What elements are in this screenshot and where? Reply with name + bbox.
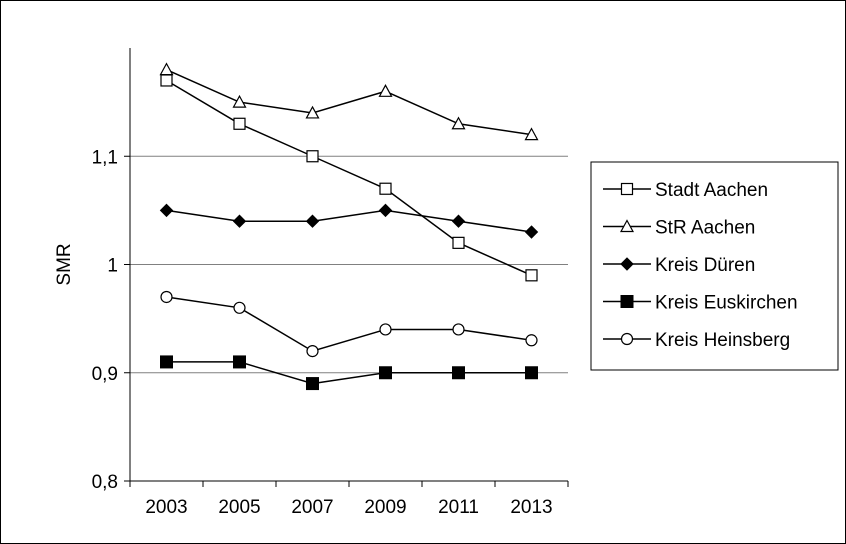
series-line: [166, 361, 532, 385]
x-tick-label: 2003: [145, 497, 187, 518]
legend-label: StR Aachen: [655, 218, 755, 239]
data-point: [379, 323, 392, 336]
data-point: [159, 62, 174, 76]
data-point: [378, 203, 393, 218]
series-line: [166, 296, 532, 352]
data-point: [452, 323, 465, 336]
data-point: [452, 236, 465, 249]
legend-label: Kreis Heinsberg: [655, 330, 790, 351]
data-point: [524, 127, 539, 141]
series-stadt-aachen: [160, 74, 538, 282]
data-point: [160, 355, 173, 369]
legend-label: Kreis Düren: [655, 255, 755, 276]
legend-marker: [619, 219, 635, 233]
data-point: [160, 290, 173, 304]
data-point: [305, 214, 320, 228]
legend-marker: [620, 332, 634, 346]
data-point: [306, 345, 319, 358]
x-tick-label: 2011: [438, 497, 479, 518]
data-point: [306, 150, 319, 163]
data-point: [451, 214, 466, 228]
legend-entry: Stadt Aachen: [603, 180, 768, 201]
data-point: [379, 366, 392, 380]
x-tick-label: 2007: [291, 497, 333, 518]
data-point: [233, 355, 246, 369]
legend-entry: Kreis Heinsberg: [603, 330, 790, 351]
data-point: [232, 214, 247, 228]
series-line: [166, 79, 532, 277]
legend-label: Kreis Euskirchen: [655, 293, 798, 314]
data-point: [160, 74, 173, 87]
legend-label: Stadt Aachen: [655, 180, 768, 201]
axes: [124, 48, 569, 487]
y-tick-label: 1: [107, 256, 118, 277]
legend-marker: [620, 257, 634, 271]
y-tick-labels: 0,8 0,9 1 1,1: [92, 147, 118, 493]
x-tick-labels: 2003 2005 2007 2009 2011 2013: [145, 497, 552, 518]
x-tick-label: 2013: [510, 497, 552, 518]
y-axis-label: SMR: [54, 243, 75, 285]
data-point: [306, 377, 319, 391]
x-tick-label: 2005: [218, 497, 260, 518]
data-point: [232, 94, 247, 108]
data-point: [159, 203, 174, 218]
data-point: [378, 84, 393, 97]
series-kreis-heinsberg: [160, 290, 538, 358]
data-point: [233, 301, 246, 314]
legend-marker: [620, 295, 634, 308]
data-point: [233, 117, 246, 130]
legend-entry: StR Aachen: [603, 218, 755, 239]
series-str-aachen: [159, 62, 539, 141]
legend-box: [590, 161, 839, 371]
data-point: [524, 225, 539, 239]
x-tick-label: 2009: [364, 497, 406, 518]
legend-entry: Kreis Euskirchen: [603, 293, 798, 314]
data-point: [305, 105, 320, 119]
series-line: [166, 209, 532, 233]
series-line: [166, 68, 532, 136]
legend-entry: Kreis Düren: [603, 255, 755, 276]
series-kreis-d-ren: [159, 203, 539, 239]
series-kreis-euskirchen: [160, 355, 538, 391]
data-point: [525, 334, 538, 347]
y-tick-label: 0,9: [92, 364, 118, 385]
legend: Stadt Aachen StR Aachen Kreis Düren Kreis E…: [590, 161, 839, 371]
data-point: [525, 366, 538, 380]
y-tick-label: 1,1: [92, 147, 118, 168]
data-point: [379, 182, 392, 195]
y-tick-label: 0,8: [92, 472, 118, 493]
data-point: [451, 116, 466, 130]
legend-marker: [620, 182, 634, 196]
series-group: [159, 62, 539, 391]
data-point: [452, 366, 465, 380]
data-point: [525, 269, 538, 282]
